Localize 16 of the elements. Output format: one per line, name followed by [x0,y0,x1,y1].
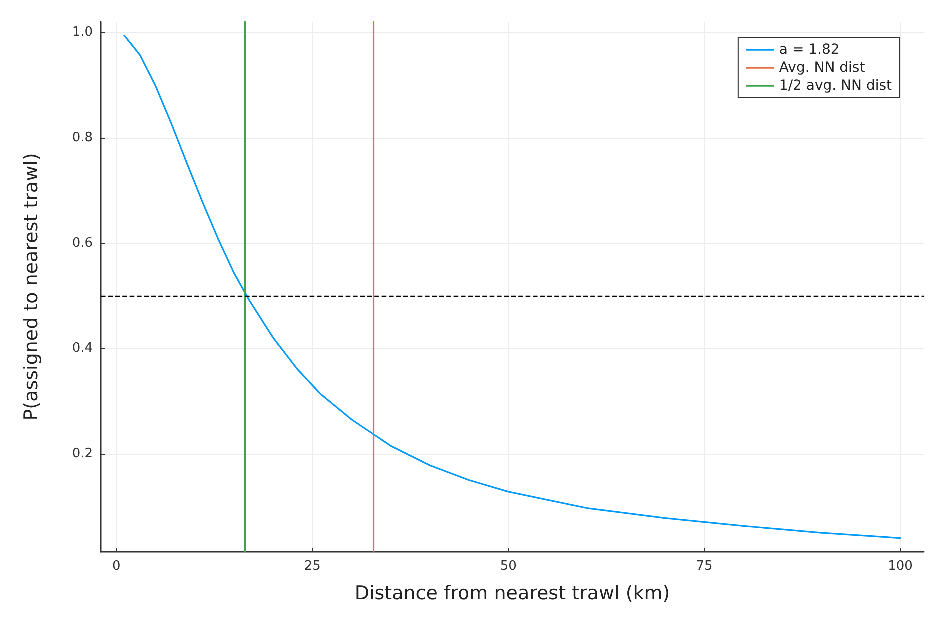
y-tick-label: 0.6 [72,236,93,251]
y-tick-label: 1.0 [72,25,93,40]
y-axis-title: P(assigned to nearest trawl) [20,153,42,421]
x-tick-label: 25 [304,559,321,574]
legend-label: 1/2 avg. NN dist [779,78,893,94]
y-tick-label: 0.2 [72,446,93,462]
x-tick-label: 50 [500,559,517,574]
legend-label: Avg. NN dist [779,60,866,76]
y-tick-label: 0.8 [72,130,93,146]
x-tick-label: 75 [696,559,713,574]
x-tick-label: 100 [888,559,913,574]
line-series [124,34,902,540]
y-tick-label: 0.4 [72,341,93,356]
legend-label: a = 1.82 [779,42,840,58]
x-tick-label: 0 [112,559,121,574]
x-axis-title: Distance from nearest trawl (km) [354,582,670,604]
